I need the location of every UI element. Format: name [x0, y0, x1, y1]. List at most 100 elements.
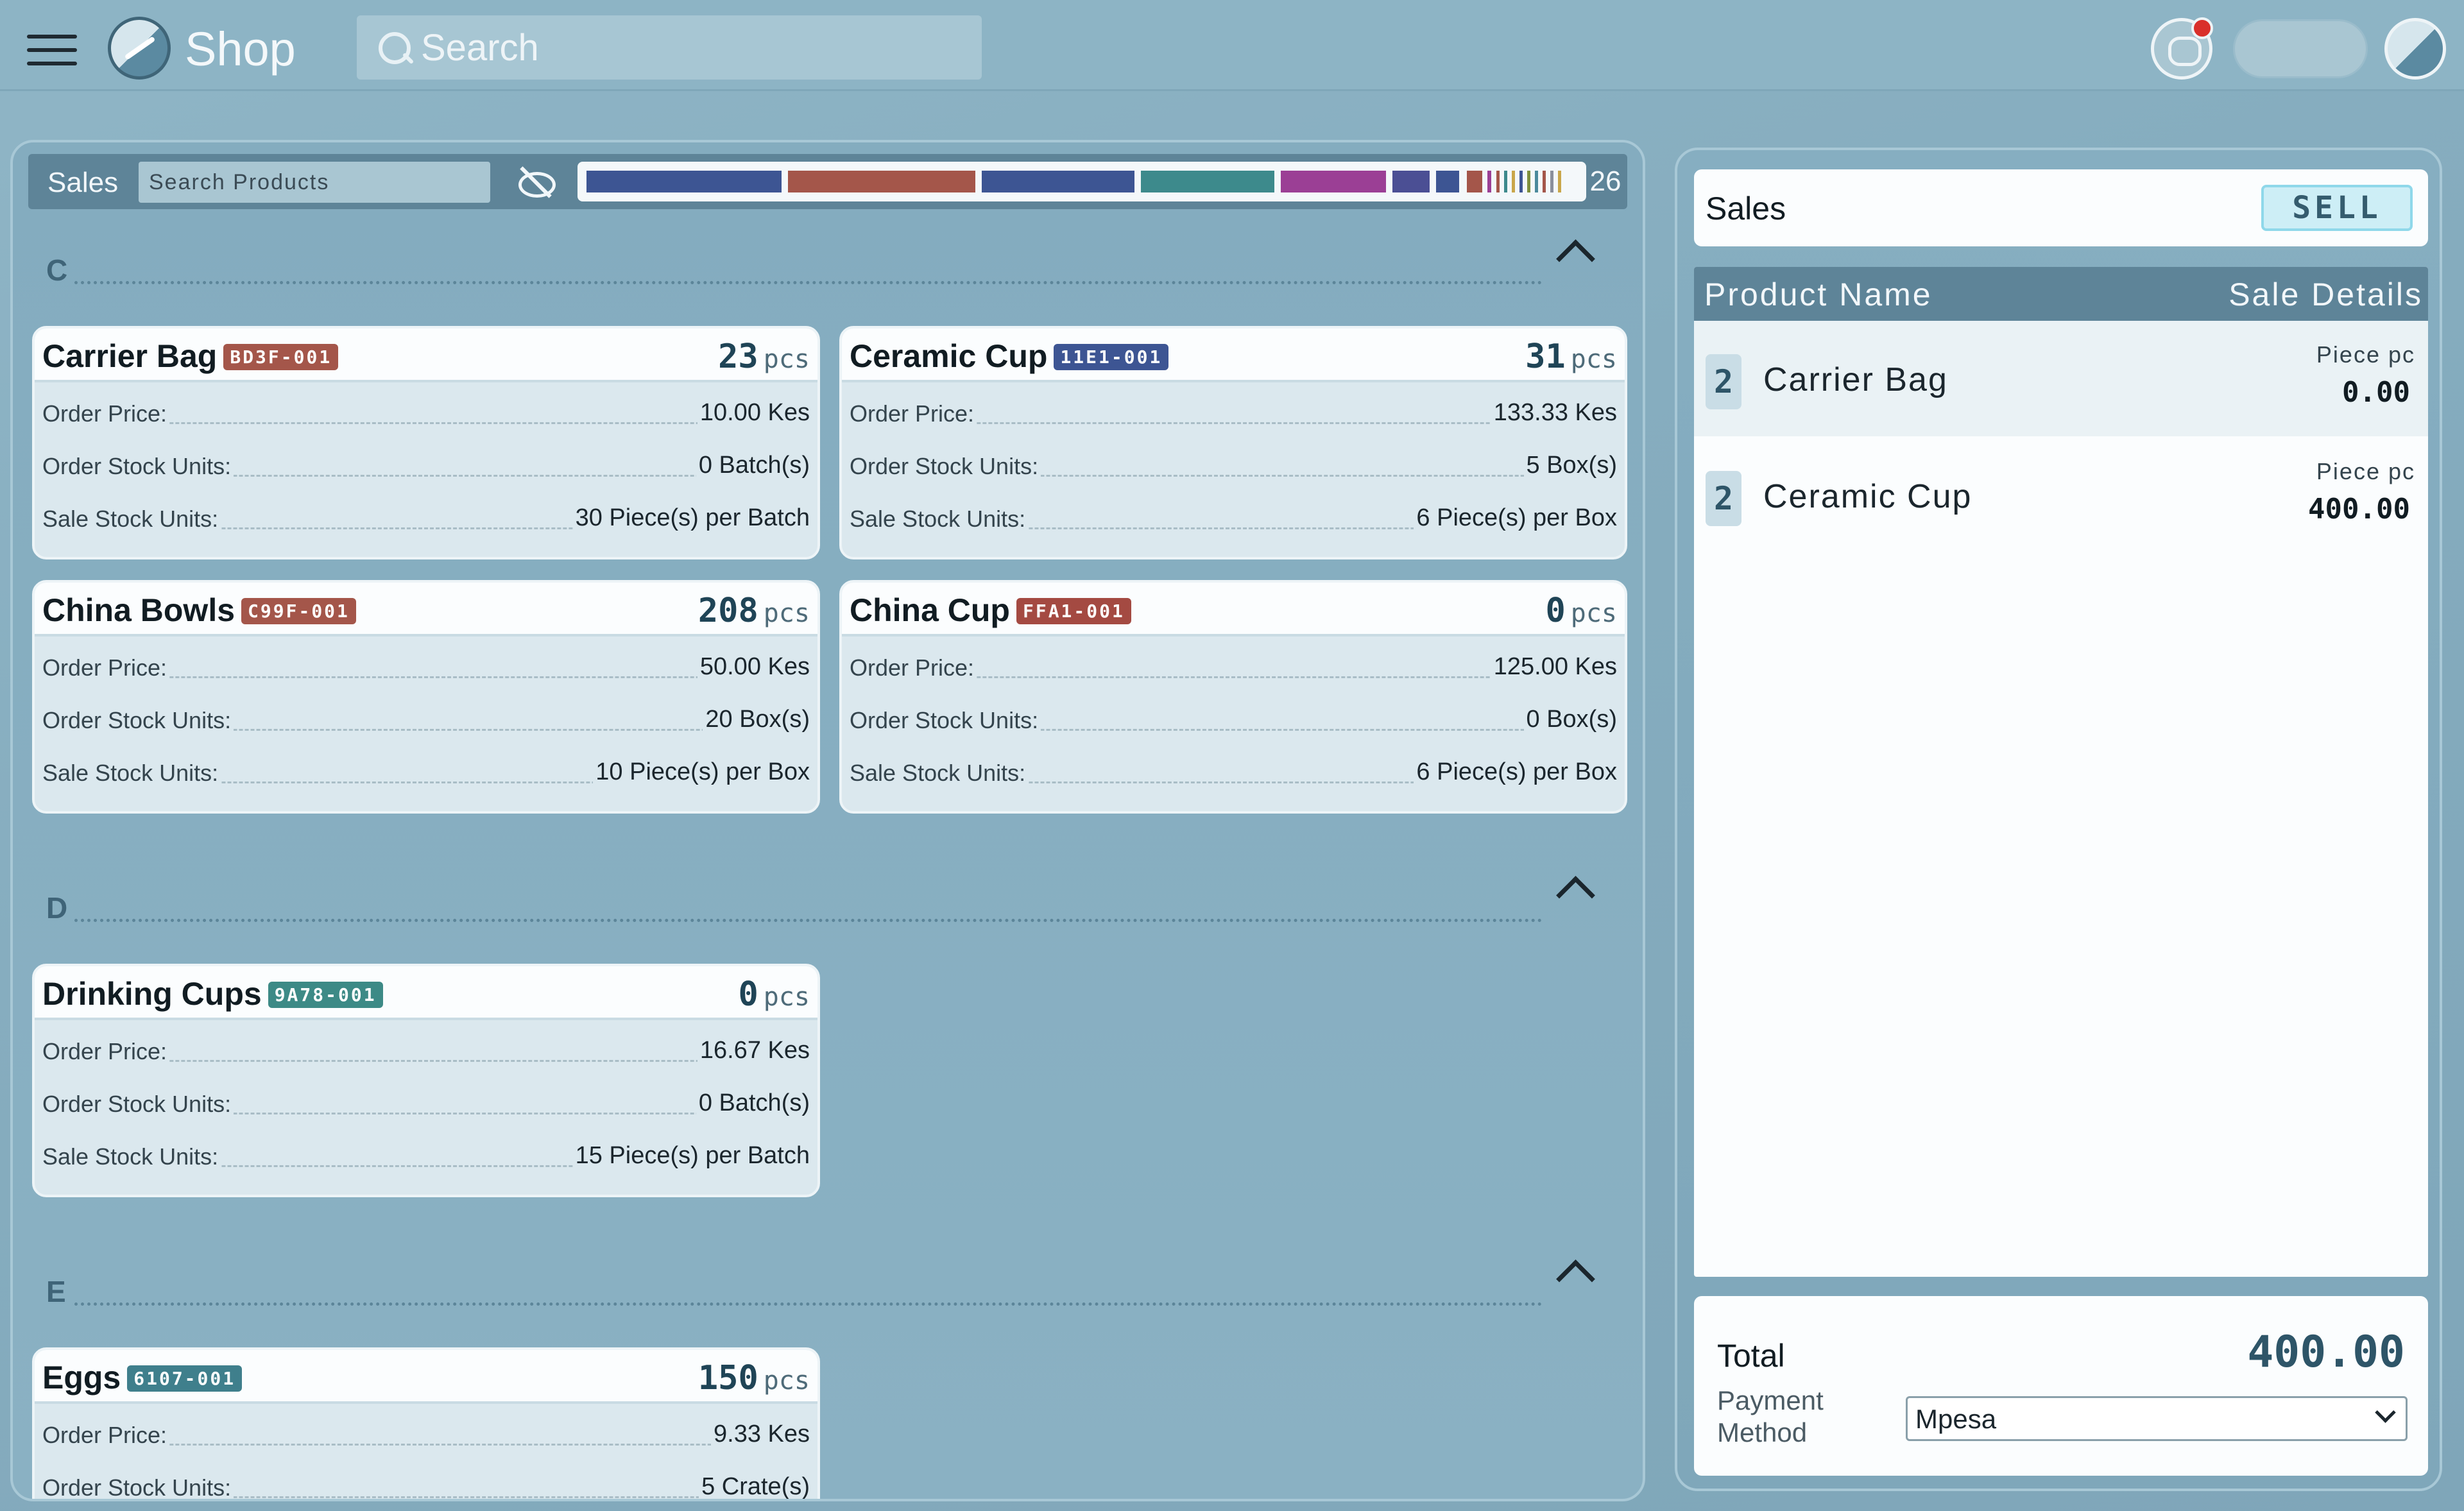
order-price-row: Order Price: 9.33 Kes [42, 1414, 810, 1453]
chat-icon[interactable] [2151, 17, 2213, 80]
product-card[interactable]: China Bowls C99F-001 208 pcs Order Price: 5… [32, 580, 820, 814]
color-segment[interactable] [1436, 171, 1459, 192]
cart-footer: Total 400.00 Payment Method Mpesa [1694, 1296, 2428, 1476]
menu-icon[interactable] [27, 35, 77, 65]
notification-dot [2191, 17, 2213, 39]
product-qty-unit: pcs [1570, 345, 1617, 374]
section-header-d: D [46, 891, 1548, 929]
product-search-input[interactable] [139, 162, 490, 203]
color-segment[interactable] [1504, 171, 1507, 192]
product-qty-value: 208 [697, 592, 758, 630]
color-segment[interactable] [1392, 171, 1430, 192]
section-divider [74, 1302, 1543, 1306]
row-label: Sale Stock Units: [850, 760, 1029, 787]
color-segment[interactable] [1512, 171, 1515, 192]
product-card[interactable]: China Cup FFA1-001 0 pcs Order Price: 125.0… [839, 580, 1627, 814]
category-color-bar[interactable] [578, 162, 1586, 201]
cart-item[interactable]: 2 Carrier Bag Piece pc 0.00 [1694, 321, 2428, 436]
row-label: Sale Stock Units: [42, 1143, 221, 1170]
cart-item[interactable]: 2 Ceramic Cup Piece pc 400.00 [1694, 438, 2428, 553]
order-price-row: Order Price: 133.33 Kes [850, 393, 1617, 431]
cart-table-header: Product Name Sale Details [1694, 267, 2428, 321]
color-segment[interactable] [982, 171, 1134, 192]
order-stock-row: Order Stock Units: 0 Batch(s) [42, 1083, 810, 1122]
product-card[interactable]: Drinking Cups 9A78-001 0 pcs Order Price: 1… [32, 964, 820, 1197]
product-qty: 23 pcs [718, 337, 810, 376]
product-count: 26 [1589, 166, 1621, 197]
color-segment[interactable] [1281, 171, 1386, 192]
global-search-input[interactable] [421, 23, 960, 72]
chevron-up-icon[interactable] [1553, 1259, 1594, 1285]
product-name-text: Ceramic Cup [850, 338, 1048, 374]
row-value: 9.33 Kes [711, 1421, 810, 1448]
payment-method-select[interactable]: Mpesa [1906, 1396, 2408, 1441]
cart-item-qty[interactable]: 2 [1706, 471, 1741, 526]
product-qty: 0 pcs [1545, 592, 1617, 630]
color-segment[interactable] [1527, 171, 1530, 192]
product-name-text: China Cup [850, 592, 1010, 628]
section-header-c: C [46, 253, 1548, 291]
chevron-up-icon[interactable] [1553, 239, 1594, 264]
row-value: 5 Box(s) [1523, 452, 1617, 479]
color-segment[interactable] [1558, 171, 1561, 192]
product-card[interactable]: Eggs 6107-001 150 pcs Order Price: 9.33 Kes… [32, 1347, 820, 1499]
cart-table: Product Name Sale Details 2 Carrier Bag … [1694, 267, 2428, 1277]
product-name: China Bowls C99F-001 [42, 592, 356, 629]
product-qty-unit: pcs [1570, 599, 1617, 628]
product-code-badge: 9A78-001 [268, 982, 383, 1008]
sale-stock-row: Sale Stock Units: 30 Piece(s) per Batch [42, 498, 810, 536]
color-segment[interactable] [1467, 171, 1482, 192]
color-segment[interactable] [1535, 171, 1538, 192]
product-code-badge: C99F-001 [241, 598, 356, 624]
order-stock-row: Order Stock Units: 0 Batch(s) [42, 445, 810, 484]
cart-item-price[interactable]: 0.00 [2342, 376, 2410, 409]
product-card-header: China Cup FFA1-001 0 pcs [842, 583, 1625, 636]
product-card[interactable]: Ceramic Cup 11E1-001 31 pcs Order Price: 13… [839, 326, 1627, 559]
product-name: Ceramic Cup 11E1-001 [850, 337, 1169, 375]
avatar-icon[interactable] [2384, 18, 2446, 80]
sales-label: Sales [47, 167, 119, 198]
order-stock-row: Order Stock Units: 5 Box(s) [850, 445, 1617, 484]
product-card-header: Carrier Bag BD3F-001 23 pcs [35, 329, 817, 382]
total-label: Total [1717, 1338, 1785, 1374]
row-label: Order Stock Units: [42, 1091, 234, 1118]
product-qty-unit: pcs [763, 599, 810, 628]
product-qty-unit: pcs [763, 345, 810, 374]
row-label: Order Price: [850, 654, 977, 681]
section-header-e: E [46, 1274, 1548, 1313]
cart-item-qty[interactable]: 2 [1706, 354, 1741, 409]
product-qty-value: 0 [738, 975, 758, 1014]
row-label: Sale Stock Units: [42, 760, 221, 787]
chevron-up-icon[interactable] [1553, 875, 1594, 901]
color-segment[interactable] [788, 171, 975, 192]
account-pill-button[interactable] [2233, 19, 2368, 78]
sale-stock-row: Sale Stock Units: 15 Piece(s) per Batch [42, 1136, 810, 1174]
product-qty-value: 0 [1545, 592, 1566, 630]
color-segment[interactable] [1550, 171, 1553, 192]
row-value: 15 Piece(s) per Batch [572, 1142, 810, 1170]
sales-toolbar: Sales 26 [28, 154, 1627, 209]
product-qty-value: 23 [718, 337, 758, 376]
row-label: Order Stock Units: [42, 707, 234, 734]
product-name: Eggs 6107-001 [42, 1359, 243, 1396]
total-value: 400.00 [2247, 1327, 2405, 1378]
top-bar: Shop [0, 0, 2464, 91]
color-segment[interactable] [1519, 171, 1523, 192]
color-segment[interactable] [1487, 171, 1491, 192]
cart-title: Sales [1706, 191, 1786, 226]
col-sale-details: Sale Details [2229, 277, 2423, 312]
color-segment[interactable] [1496, 171, 1500, 192]
row-label: Order Price: [42, 1038, 170, 1065]
row-label: Order Stock Units: [850, 453, 1041, 480]
color-segment[interactable] [1543, 171, 1546, 192]
global-search[interactable] [357, 15, 982, 80]
color-segment[interactable] [1141, 171, 1274, 192]
product-card[interactable]: Carrier Bag BD3F-001 23 pcs Order Price: 10… [32, 326, 820, 559]
sell-button[interactable]: SELL [2261, 185, 2413, 231]
row-label: Order Price: [42, 654, 170, 681]
row-value: 0 Batch(s) [696, 1089, 810, 1117]
color-segment[interactable] [586, 171, 782, 192]
cart-item-price[interactable]: 400.00 [2308, 493, 2410, 525]
row-value: 0 Batch(s) [696, 452, 810, 479]
eye-off-icon[interactable] [516, 163, 557, 201]
